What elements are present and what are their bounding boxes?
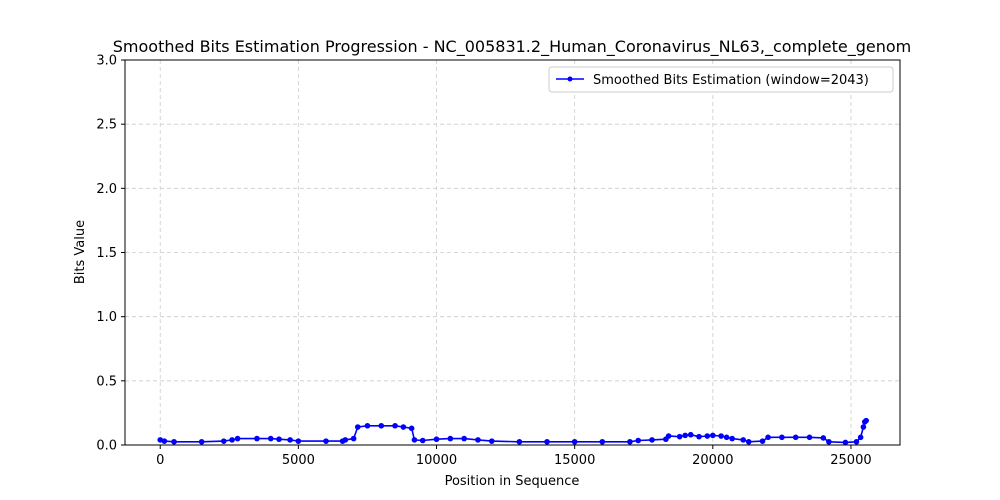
data-point (220, 438, 227, 444)
data-point (740, 437, 747, 443)
series-line-smoothed-bits (159, 420, 867, 444)
data-point (392, 422, 398, 429)
y-tick-label: 2.0 (96, 182, 117, 197)
data-point (682, 432, 688, 439)
data-point (342, 437, 349, 443)
data-point (704, 433, 711, 439)
data-point (171, 438, 177, 445)
series-layer (157, 417, 869, 446)
data-point (364, 422, 371, 429)
data-point (354, 424, 361, 430)
x-tick-label: 20000 (692, 453, 733, 468)
legend-box (548, 66, 894, 93)
data-point (378, 422, 385, 429)
data-point (806, 434, 813, 441)
data-point (571, 438, 578, 445)
y-tick-label: 1.5 (96, 246, 117, 261)
data-point (765, 434, 771, 441)
data-point (842, 439, 849, 446)
y-tick-label: 3.0 (96, 54, 117, 69)
data-point (820, 435, 827, 441)
axis-ticks: 0 5000 10000 15000 20000 25000 0.0 0.5 1.0 1.5 2.0… (96, 54, 871, 469)
data-point (411, 437, 418, 443)
data-point (447, 435, 454, 442)
y-tick-label: 1.0 (96, 310, 117, 325)
data-point (718, 433, 724, 439)
data-point (323, 438, 329, 444)
y-tick-label: 0.5 (96, 374, 117, 389)
data-point (295, 438, 302, 444)
data-point (461, 435, 467, 442)
data-point (161, 438, 168, 444)
y-tick-label: 0.0 (96, 439, 117, 454)
x-tick-label: 25000 (830, 453, 871, 468)
data-point (267, 435, 274, 442)
legend-swatch-marker (567, 76, 573, 82)
data-point (254, 435, 260, 442)
x-axis-label: Position in Sequence (445, 474, 580, 489)
chart-title: Smoothed Bits Estimation Progression - N… (113, 37, 911, 57)
data-point (544, 438, 550, 445)
data-point (745, 438, 752, 445)
data-point (198, 438, 205, 445)
data-point (234, 435, 241, 442)
data-point (665, 433, 672, 439)
data-point (408, 425, 415, 432)
data-point (687, 431, 694, 438)
data-point (229, 437, 235, 443)
series-markers (157, 417, 869, 446)
data-point (710, 432, 716, 439)
data-point (676, 433, 683, 440)
data-point (433, 436, 440, 443)
data-point (627, 438, 633, 445)
grid-lines (125, 59, 900, 446)
data-point (276, 436, 282, 443)
x-tick-label: 15000 (554, 453, 595, 468)
data-point (516, 438, 523, 445)
data-point (863, 417, 869, 424)
data-point (792, 434, 799, 441)
data-point (723, 434, 730, 441)
data-point (400, 424, 407, 430)
data-point (860, 424, 867, 430)
data-point (857, 434, 864, 441)
data-point (696, 433, 702, 440)
data-point (599, 438, 606, 445)
legend-label: Smoothed Bits Estimation (window=2043) (593, 73, 869, 88)
legend: Smoothed Bits Estimation (window=2043) (548, 66, 894, 93)
data-point (779, 434, 785, 441)
y-tick-label: 2.5 (96, 118, 117, 133)
data-point (729, 435, 735, 442)
x-tick-label: 0 (156, 453, 164, 468)
plot-frame (124, 59, 901, 446)
data-point (419, 437, 426, 444)
x-tick-label: 10000 (416, 453, 457, 468)
x-tick-label: 5000 (282, 453, 315, 468)
data-point (488, 438, 495, 444)
data-point (475, 437, 481, 443)
data-point (635, 437, 642, 444)
data-point (759, 438, 766, 444)
data-point (287, 437, 293, 443)
y-axis-label: Bits Value (73, 220, 88, 284)
data-point (826, 438, 832, 445)
data-point (853, 438, 860, 445)
data-point (350, 435, 357, 442)
data-point (649, 437, 655, 443)
